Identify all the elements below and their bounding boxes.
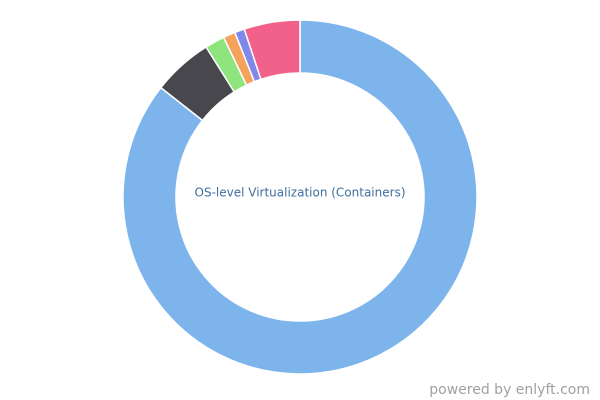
donut-slice: [122, 19, 478, 375]
donut-slice: [243, 19, 301, 81]
center-label: OS-level Virtualization (Containers): [195, 186, 406, 200]
donut: [122, 19, 478, 375]
credit: powered by enlyft.com: [429, 382, 590, 398]
